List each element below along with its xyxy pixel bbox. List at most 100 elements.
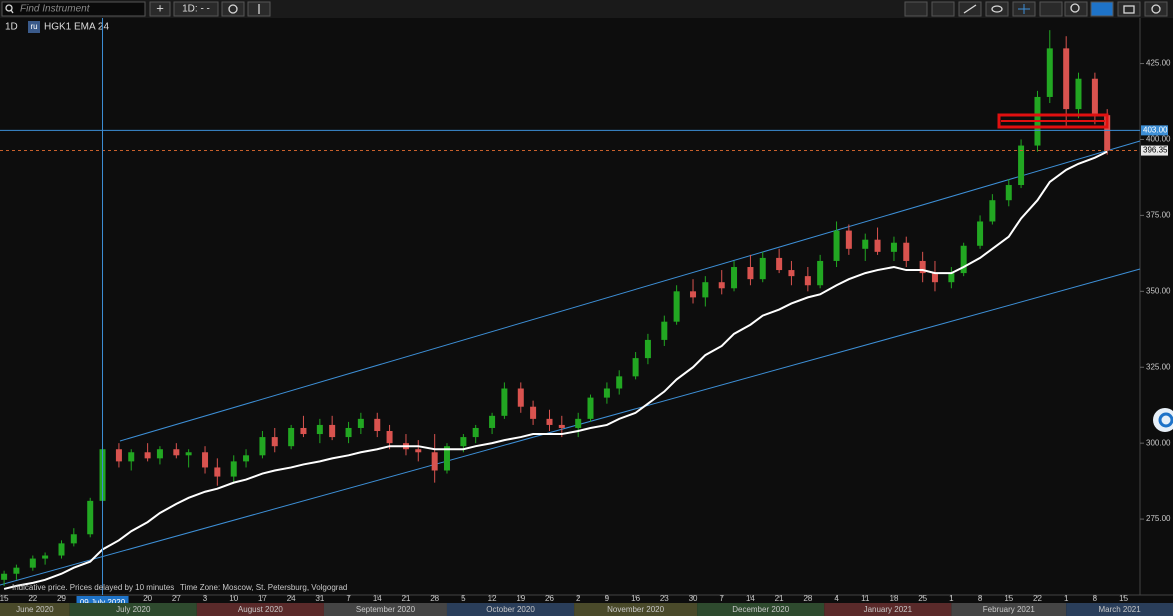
x-tick-label: 7 [720, 594, 725, 603]
month-label: November 2020 [607, 605, 664, 614]
x-tick-label: 9 [605, 594, 610, 603]
y-tick-label: 325.00 [1146, 362, 1171, 371]
search-icon [5, 4, 13, 12]
camera-button[interactable] [1117, 1, 1141, 17]
flag-badge [28, 21, 40, 33]
indicators-button[interactable] [931, 1, 955, 17]
toolbar [0, 0, 1173, 18]
candle-body [948, 273, 955, 283]
x-tick-label: 10 [229, 594, 238, 603]
candle-body [530, 406, 537, 419]
candle-body [1063, 48, 1070, 110]
candle-body [329, 424, 336, 438]
fit-button[interactable] [1090, 1, 1114, 17]
candle-body [259, 437, 266, 456]
refresh-button[interactable] [221, 1, 245, 17]
candle-body [673, 291, 680, 322]
candle-body [1091, 78, 1098, 116]
candle-body [575, 418, 582, 428]
month-label: October 2020 [486, 605, 535, 614]
candle-body [501, 388, 508, 416]
ema-line [3, 150, 1108, 590]
x-tick-label: 19 [516, 594, 525, 603]
candle-body [776, 257, 783, 271]
candle-body [919, 260, 926, 274]
candle-body [42, 555, 49, 559]
candle-body [546, 418, 553, 425]
candle-body [472, 427, 479, 438]
x-tick-label: 21 [402, 594, 411, 603]
x-tick-label: 14 [373, 594, 382, 603]
candle-body [115, 449, 122, 462]
month-band [574, 603, 698, 616]
month-band [697, 603, 825, 616]
eye-icon [991, 5, 1003, 13]
candle-body [603, 388, 610, 398]
scale-button[interactable] [1039, 1, 1063, 17]
search-box[interactable] [1, 1, 146, 17]
help-icon [1158, 412, 1173, 428]
candle-body [731, 267, 738, 289]
x-tick-label: 8 [978, 594, 983, 603]
y-tick-label: 350.00 [1146, 286, 1171, 295]
x-tick-label: 20 [143, 594, 152, 603]
view-button[interactable] [985, 1, 1009, 17]
candle-body [833, 230, 840, 261]
month-label: March 2021 [1098, 605, 1141, 614]
x-tick-label: 15 [1119, 594, 1128, 603]
y-tick-label: 300.00 [1146, 438, 1171, 447]
hline-label: 403.00 [1143, 125, 1168, 134]
x-tick-label: 26 [545, 594, 554, 603]
candle-body [759, 257, 766, 280]
candle-body [1, 573, 8, 580]
plot [1, 30, 1111, 590]
candle-body [632, 358, 639, 377]
x-tick-label: 2 [576, 594, 581, 603]
indicator-label: EMA 24 [74, 22, 109, 33]
settings-icon [1151, 4, 1161, 14]
chart-type-button[interactable] [904, 1, 928, 17]
month-band [1066, 603, 1173, 616]
candle-body [144, 452, 151, 459]
candle-body [460, 437, 467, 447]
footer-note: Indicative price. Prices delayed by 10 m… [12, 583, 174, 592]
zoom-icon [1070, 3, 1080, 13]
symbol-label: HGK1 [44, 22, 72, 33]
flag-label: ru [30, 22, 37, 31]
y-tick-label: 425.00 [1146, 59, 1171, 68]
candle-body [817, 260, 824, 286]
candle-body [1104, 115, 1111, 151]
channel-upper [119, 140, 1141, 442]
month-label: June 2020 [16, 605, 54, 614]
camera-icon [1123, 5, 1135, 14]
candle-body [989, 200, 996, 222]
month-label: February 2021 [983, 605, 1036, 614]
candle-body [874, 239, 881, 252]
x-tick-label: 28 [430, 594, 439, 603]
timeframe-button[interactable] [173, 1, 219, 17]
month-label: September 2020 [356, 605, 416, 614]
settings-button[interactable] [1144, 1, 1168, 17]
month-band [951, 603, 1067, 616]
month-band [69, 603, 197, 616]
candle-body [214, 467, 221, 477]
x-tick-label: 27 [172, 594, 181, 603]
candle-body [804, 276, 811, 286]
add-button[interactable] [149, 1, 171, 17]
x-tick-label: 4 [834, 594, 839, 603]
candle-body [288, 427, 295, 447]
zoom-button[interactable] [1064, 1, 1088, 17]
candle-body [644, 339, 651, 359]
month-label: December 2020 [732, 605, 789, 614]
candle-body [558, 424, 565, 428]
candle-body [977, 221, 984, 246]
candle-body [13, 567, 20, 574]
candle-body [747, 267, 754, 280]
candle-body [357, 418, 364, 428]
candle-body [788, 270, 795, 277]
candle-body [128, 452, 135, 462]
candle-body [1046, 48, 1053, 97]
x-tick-label: 30 [689, 594, 698, 603]
